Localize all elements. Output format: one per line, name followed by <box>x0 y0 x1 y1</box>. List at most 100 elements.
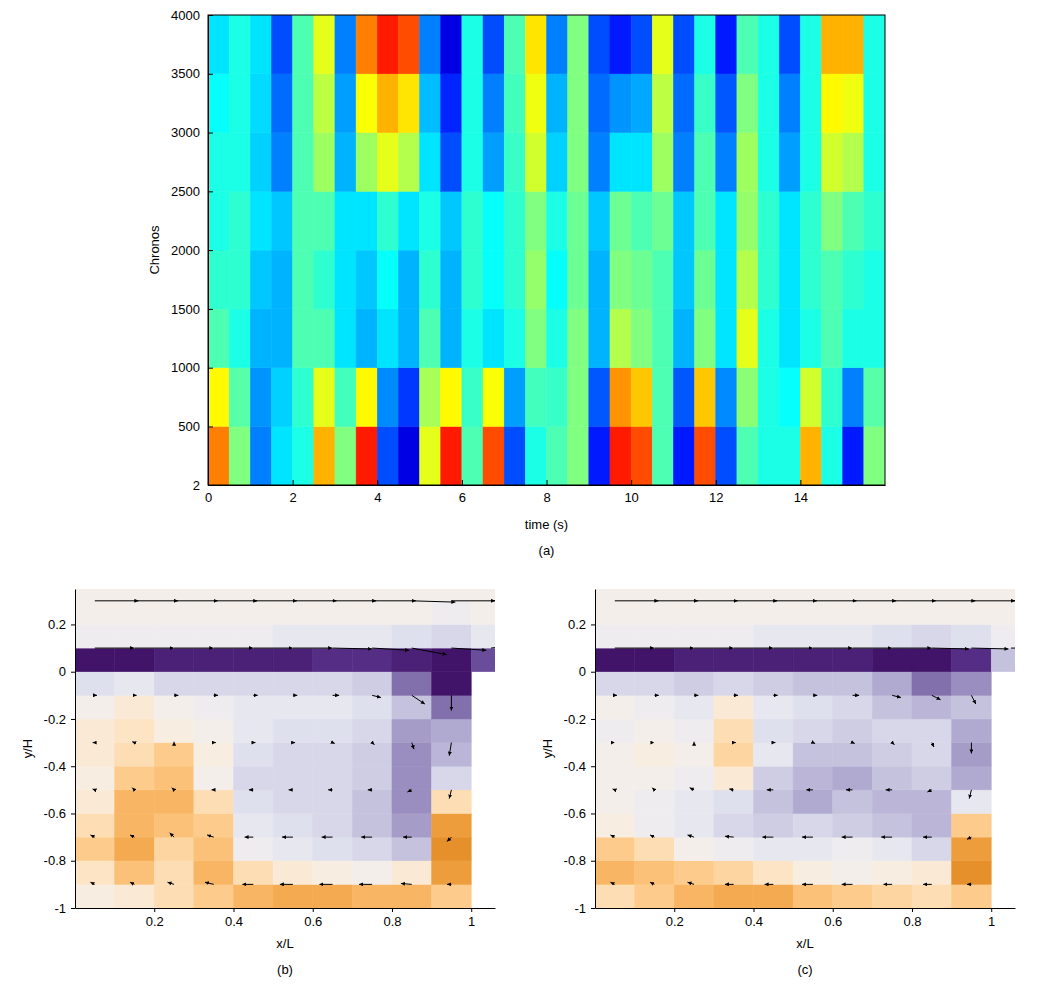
heatmap-cell <box>504 15 525 74</box>
vorticity-cell <box>115 624 155 648</box>
x-tick-label: 0.4 <box>745 914 763 929</box>
heatmap-cell <box>864 250 885 309</box>
x-tick-mark <box>154 908 155 912</box>
velocity-vector <box>134 695 136 696</box>
velocity-vector <box>883 884 892 885</box>
heatmap-cell <box>822 74 843 133</box>
heatmap-cell <box>673 133 694 192</box>
vorticity-cell <box>194 648 234 672</box>
vorticity-cell <box>432 672 472 696</box>
vorticity-cell <box>793 672 833 696</box>
velocity-vector <box>95 695 97 696</box>
vorticity-cell <box>793 589 833 601</box>
y-tick-label: 0.2 <box>48 617 66 632</box>
vorticity-cell <box>833 861 873 885</box>
velocity-vector <box>491 644 495 648</box>
y-tick: 0 <box>579 664 595 679</box>
heatmap-cell <box>250 309 271 368</box>
heatmap-cell <box>568 15 589 74</box>
heatmap-cell <box>800 309 821 368</box>
vorticity-cell <box>392 719 432 743</box>
vorticity-cell <box>714 861 754 885</box>
heatmap-cell <box>525 368 546 427</box>
velocity-vector <box>253 600 297 601</box>
x-tick-mark <box>991 908 992 912</box>
velocity-vector <box>412 743 414 750</box>
y-tick-label: -0.4 <box>564 759 586 774</box>
heatmap-cell <box>441 368 462 427</box>
vorticity-cell <box>753 766 793 790</box>
vorticity-cell <box>793 884 833 908</box>
heatmap-cell <box>779 426 800 485</box>
heatmap-cell <box>568 368 589 427</box>
vorticity-cell <box>313 766 353 790</box>
vorticity-cell <box>872 766 912 790</box>
velocity-vector <box>372 695 381 697</box>
velocity-vector <box>412 601 456 602</box>
y-tick: -0.2 <box>44 712 75 727</box>
vorticity-cell <box>912 743 952 767</box>
vorticity-cell <box>352 743 392 767</box>
heatmap-cell <box>293 250 314 309</box>
velocity-vector <box>813 600 857 601</box>
vorticity-cell <box>194 837 234 861</box>
velocity-vector <box>407 790 411 792</box>
velocity-vector <box>694 648 733 649</box>
vorticity-cell <box>194 743 234 767</box>
vorticity-cell <box>313 861 353 885</box>
y-axis: 25001000150020002500300035004000 <box>171 8 213 493</box>
velocity-vector <box>762 837 773 838</box>
heatmap-cell <box>271 15 292 74</box>
x-axis-line <box>209 485 886 486</box>
velocity-vector <box>650 882 654 884</box>
y-axis: -1-0.8-0.6-0.4-0.200.2 <box>564 590 596 916</box>
vorticity-cell <box>753 719 793 743</box>
y-tick-mark <box>208 485 213 486</box>
vorticity-cell <box>912 648 952 672</box>
vorticity-cell <box>392 861 432 885</box>
x-tick-mark <box>833 908 834 912</box>
heatmap-cell <box>631 426 652 485</box>
heatmap-cell <box>716 74 737 133</box>
y-tick-mark <box>71 766 75 767</box>
vorticity-cell <box>471 624 495 648</box>
y-tick-mark <box>591 813 595 814</box>
heatmap-cell <box>695 368 716 427</box>
velocity-vector <box>802 884 813 885</box>
velocity-vector <box>289 789 293 790</box>
heatmap-cell <box>758 309 779 368</box>
vorticity-cell <box>714 790 754 814</box>
vorticity-cell <box>674 813 714 837</box>
heatmap-cell <box>504 426 525 485</box>
heatmap-cell <box>673 368 694 427</box>
heatmap-cell <box>673 250 694 309</box>
velocity-vector <box>319 884 332 885</box>
vorticity-cell <box>233 837 273 861</box>
velocity-vector <box>923 884 932 885</box>
velocity-vector <box>293 600 337 601</box>
plot-area <box>595 589 1015 908</box>
velocity-vector <box>333 600 377 601</box>
heatmap-cell <box>822 309 843 368</box>
heatmap-cell <box>779 250 800 309</box>
velocity-vector <box>93 742 95 743</box>
vorticity-cell <box>115 861 155 885</box>
y-tick: 0.2 <box>48 617 75 632</box>
vorticity-cell <box>352 884 392 908</box>
heatmap-cell <box>758 368 779 427</box>
vorticity-cell <box>753 837 793 861</box>
y-tick-mark <box>208 15 213 16</box>
vorticity-cell <box>313 837 353 861</box>
heatmap-cell <box>250 191 271 250</box>
heatmap-cell <box>504 191 525 250</box>
heatmap-cell <box>673 15 694 74</box>
heatmap-cell <box>525 15 546 74</box>
velocity-vector <box>610 835 614 837</box>
y-tick: -0.8 <box>44 853 75 868</box>
vorticity-cell <box>75 719 115 743</box>
heatmap-cell <box>800 250 821 309</box>
y-tick: 1500 <box>171 302 213 317</box>
velocity-vector <box>170 833 174 837</box>
velocity-vector <box>403 837 412 838</box>
vorticity-cell <box>714 719 754 743</box>
